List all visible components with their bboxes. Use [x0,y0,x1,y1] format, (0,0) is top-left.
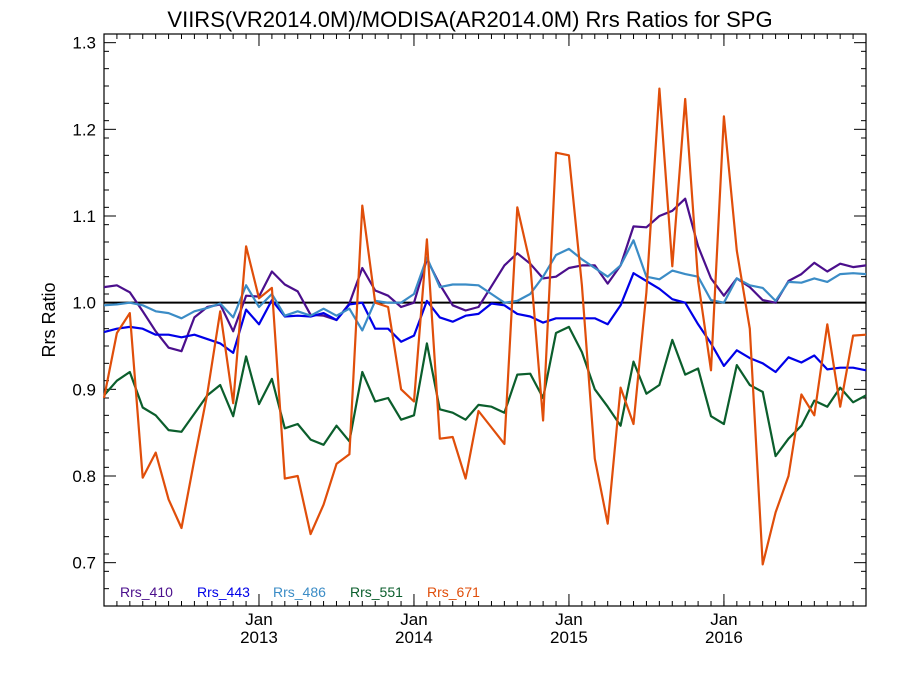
legend-entry-rrs-410: Rrs_410 [120,584,173,600]
plot-frame [103,33,867,607]
series-line-rrs-486 [103,239,867,332]
series-line-rrs-443 [103,272,867,374]
series-line-rrs-551 [103,325,867,458]
chart-title: VIIRS(VR2014.0M)/MODISA(AR2014.0M) Rrs R… [167,7,772,32]
x-tick-label-month: Jan [710,610,737,629]
x-tick-label-year: 2013 [240,628,278,647]
legend-entry-rrs-671: Rrs_671 [427,584,480,600]
x-tick-label-month: Jan [555,610,582,629]
x-tick-label-year: 2015 [550,628,588,647]
series-line-rrs-671 [102,87,867,566]
x-tick-label-year: 2016 [705,628,743,647]
legend: Rrs_410 Rrs_443 Rrs_486 Rrs_551 Rrs_671 [120,584,480,600]
y-tick-label: 0.7 [72,554,96,573]
y-tick-label: 0.9 [72,380,96,399]
y-tick-label: 1.3 [72,34,96,53]
x-tick-label-month: Jan [245,610,272,629]
y-axis-label: Rrs Ratio [39,282,59,357]
legend-entry-rrs-551: Rrs_551 [350,584,403,600]
legend-entry-rrs-443: Rrs_443 [197,584,250,600]
x-tick-label-month: Jan [400,610,427,629]
y-tick-label: 1.1 [72,207,96,226]
plot-area: 0.70.80.91.01.11.21.3Jan2013Jan2014Jan20… [72,33,867,647]
y-tick-label: 1.0 [72,294,96,313]
y-tick-label: 1.2 [72,120,96,139]
x-tick-label-year: 2014 [395,628,433,647]
y-tick-label: 0.8 [72,467,96,486]
legend-entry-rrs-486: Rrs_486 [273,584,326,600]
